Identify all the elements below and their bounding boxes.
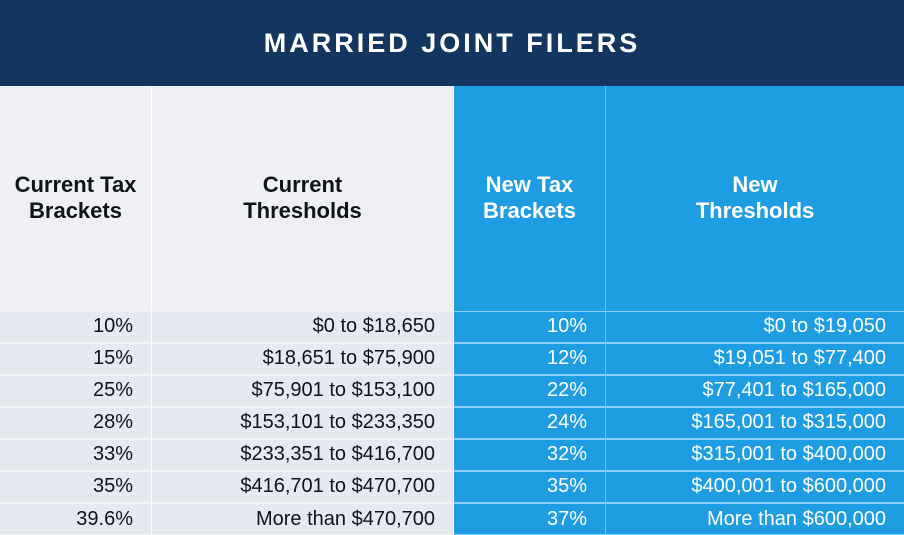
table-row: 35%$416,701 to $470,70035%$400,001 to $6… <box>0 471 904 503</box>
cell-current_bracket: 35% <box>0 471 152 503</box>
table-title: MARRIED JOINT FILERS <box>0 0 904 86</box>
table-row: 39.6%More than $470,70037%More than $600… <box>0 503 904 535</box>
table-row: 15%$18,651 to $75,90012%$19,051 to $77,4… <box>0 343 904 375</box>
cell-new_threshold: $19,051 to $77,400 <box>606 343 904 375</box>
column-header-current_bracket: Current Tax Brackets <box>0 86 152 311</box>
cell-new_threshold: $400,001 to $600,000 <box>606 471 904 503</box>
cell-current_bracket: 28% <box>0 407 152 439</box>
cell-current_threshold: $18,651 to $75,900 <box>152 343 454 375</box>
cell-new_bracket: 37% <box>454 503 606 535</box>
cell-new_threshold: $165,001 to $315,000 <box>606 407 904 439</box>
cell-current_threshold: More than $470,700 <box>152 503 454 535</box>
column-header-current_threshold: Current Thresholds <box>152 86 454 311</box>
table-header-row: Current Tax BracketsCurrent ThresholdsNe… <box>0 86 904 311</box>
cell-current_threshold: $153,101 to $233,350 <box>152 407 454 439</box>
table-body: 10%$0 to $18,65010%$0 to $19,05015%$18,6… <box>0 311 904 535</box>
cell-new_bracket: 10% <box>454 311 606 343</box>
cell-current_threshold: $233,351 to $416,700 <box>152 439 454 471</box>
cell-current_bracket: 15% <box>0 343 152 375</box>
cell-new_bracket: 12% <box>454 343 606 375</box>
cell-new_bracket: 32% <box>454 439 606 471</box>
tax-bracket-table: MARRIED JOINT FILERS Current Tax Bracket… <box>0 0 904 535</box>
cell-new_threshold: $315,001 to $400,000 <box>606 439 904 471</box>
cell-new_bracket: 22% <box>454 375 606 407</box>
cell-new_threshold: More than $600,000 <box>606 503 904 535</box>
cell-current_bracket: 39.6% <box>0 503 152 535</box>
cell-new_threshold: $0 to $19,050 <box>606 311 904 343</box>
cell-current_bracket: 25% <box>0 375 152 407</box>
cell-current_threshold: $75,901 to $153,100 <box>152 375 454 407</box>
column-header-new_threshold: New Thresholds <box>606 86 904 311</box>
cell-new_bracket: 24% <box>454 407 606 439</box>
cell-current_threshold: $416,701 to $470,700 <box>152 471 454 503</box>
cell-current_bracket: 33% <box>0 439 152 471</box>
cell-new_threshold: $77,401 to $165,000 <box>606 375 904 407</box>
cell-current_bracket: 10% <box>0 311 152 343</box>
table-row: 33%$233,351 to $416,70032%$315,001 to $4… <box>0 439 904 471</box>
table-row: 28%$153,101 to $233,35024%$165,001 to $3… <box>0 407 904 439</box>
cell-current_threshold: $0 to $18,650 <box>152 311 454 343</box>
column-header-new_bracket: New Tax Brackets <box>454 86 606 311</box>
table-row: 10%$0 to $18,65010%$0 to $19,050 <box>0 311 904 343</box>
cell-new_bracket: 35% <box>454 471 606 503</box>
table-row: 25%$75,901 to $153,10022%$77,401 to $165… <box>0 375 904 407</box>
